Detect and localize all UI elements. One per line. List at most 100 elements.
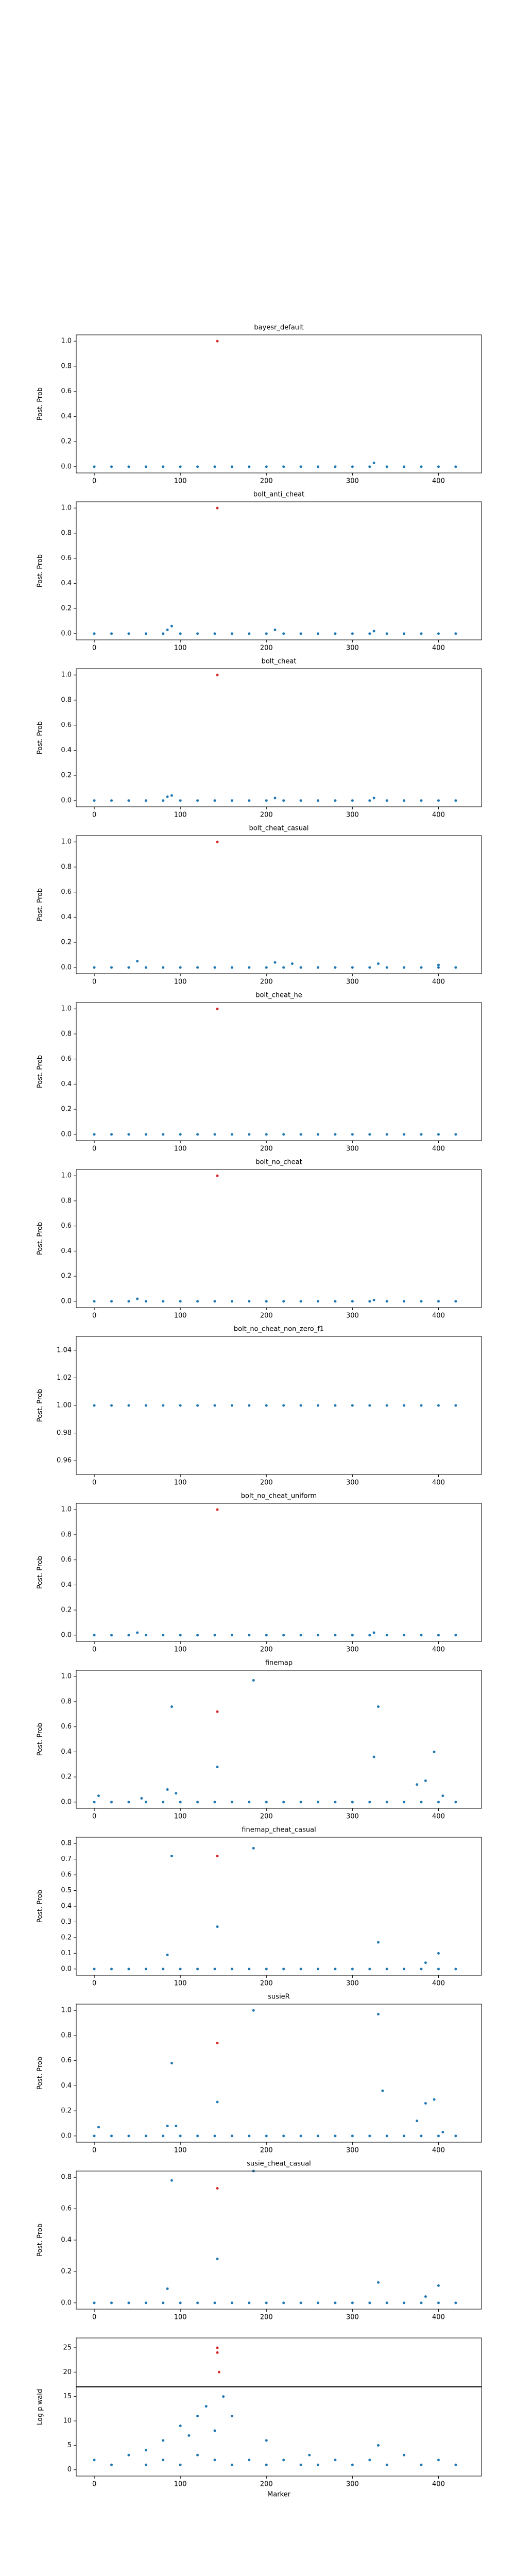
data-point xyxy=(216,506,219,510)
axes-frame xyxy=(76,668,482,807)
data-point xyxy=(213,1300,216,1303)
chart-title: bolt_no_cheat_uniform xyxy=(241,1493,317,1500)
data-point xyxy=(299,1634,302,1637)
y-tick-label: 0.8 xyxy=(61,863,72,871)
y-tick-label: 0.5 xyxy=(61,1887,72,1894)
x-tick-label: 300 xyxy=(346,2481,359,2488)
x-tick-label: 300 xyxy=(346,2147,359,2155)
data-point xyxy=(282,2459,285,2462)
data-point xyxy=(213,632,216,635)
y-tick-label: 1.0 xyxy=(61,1673,72,1681)
data-point xyxy=(403,1801,406,1804)
data-point xyxy=(424,1961,427,1964)
y-tick-label: 0.2 xyxy=(61,1773,72,1781)
data-point xyxy=(385,1634,388,1637)
y-tick-label: 1.02 xyxy=(57,1374,72,1382)
data-point xyxy=(282,1968,285,1971)
data-point xyxy=(403,1968,406,1971)
data-point xyxy=(368,632,371,635)
data-point xyxy=(317,1300,320,1303)
data-point xyxy=(230,966,233,969)
x-tick-label: 0 xyxy=(92,2147,96,2155)
x-tick-label: 100 xyxy=(174,1312,187,1320)
data-point xyxy=(248,1300,251,1303)
x-tick-label: 300 xyxy=(346,645,359,652)
data-point xyxy=(334,966,337,969)
data-point xyxy=(213,465,216,468)
data-point xyxy=(230,465,233,468)
y-tick-label: 0.8 xyxy=(61,1698,72,1705)
data-point xyxy=(179,2301,182,2304)
data-point xyxy=(179,1968,182,1971)
x-tick-label: 200 xyxy=(260,478,273,485)
data-point xyxy=(162,2134,165,2138)
data-point xyxy=(196,1133,199,1136)
data-point xyxy=(265,799,268,802)
data-point xyxy=(166,1788,169,1791)
data-point xyxy=(144,632,147,635)
x-tick-label: 200 xyxy=(260,1980,273,1988)
data-point xyxy=(437,1801,440,1804)
data-point xyxy=(385,2301,388,2304)
data-point xyxy=(420,1634,423,1637)
data-point xyxy=(299,2134,302,2138)
data-point xyxy=(196,1404,199,1407)
x-tick-label: 400 xyxy=(432,1145,445,1153)
chart-title: finemap xyxy=(265,1659,293,1667)
data-point xyxy=(110,465,113,468)
data-point xyxy=(317,1968,320,1971)
x-tick-label: 0 xyxy=(92,1312,96,1320)
data-point xyxy=(299,799,302,802)
x-tick-label: 200 xyxy=(260,1646,273,1654)
data-point xyxy=(216,1855,219,1858)
y-tick-label: 10 xyxy=(63,2417,72,2425)
data-point xyxy=(230,1634,233,1637)
data-point xyxy=(385,465,388,468)
data-point xyxy=(282,1801,285,1804)
data-point xyxy=(334,632,337,635)
y-tick-label: 0.4 xyxy=(61,1903,72,1910)
y-tick-label: 0.2 xyxy=(61,605,72,613)
data-point xyxy=(110,632,113,635)
x-tick-label: 0 xyxy=(92,1646,96,1654)
data-point xyxy=(403,2134,406,2138)
data-point xyxy=(454,1133,457,1136)
data-point xyxy=(213,966,216,969)
y-tick-label: 20 xyxy=(63,2368,72,2376)
data-point xyxy=(216,1508,219,1511)
y-tick-label: 5 xyxy=(67,2442,72,2449)
data-point xyxy=(368,2459,371,2462)
data-point xyxy=(403,1133,406,1136)
y-axis-label: Log p wald xyxy=(37,2389,44,2425)
data-point xyxy=(420,465,423,468)
data-point xyxy=(162,632,165,635)
y-tick-label: 0.0 xyxy=(61,2299,72,2307)
data-point xyxy=(420,1133,423,1136)
data-point xyxy=(437,2459,440,2462)
data-point xyxy=(334,1300,337,1303)
data-point xyxy=(127,799,130,802)
data-point xyxy=(110,799,113,802)
data-point xyxy=(196,966,199,969)
data-point xyxy=(372,630,375,633)
data-point xyxy=(265,465,268,468)
x-tick-label: 200 xyxy=(260,1813,273,1821)
data-point xyxy=(454,2134,457,2138)
x-tick-label: 300 xyxy=(346,478,359,485)
data-point xyxy=(166,2124,169,2127)
chart-title: finemap_cheat_casual xyxy=(242,1826,316,1834)
data-point xyxy=(144,1634,147,1637)
data-point xyxy=(166,2287,169,2290)
x-tick-label: 100 xyxy=(174,978,187,986)
y-tick-label: 0.96 xyxy=(57,1457,72,1465)
data-point xyxy=(437,1634,440,1637)
x-tick-label: 400 xyxy=(432,645,445,652)
data-point xyxy=(196,1300,199,1303)
data-point xyxy=(437,1300,440,1303)
data-point xyxy=(144,2463,147,2466)
x-tick-label: 100 xyxy=(174,811,187,819)
data-point xyxy=(454,1801,457,1804)
data-point xyxy=(179,1634,182,1637)
y-axis-label: Post. Prob xyxy=(37,1890,44,1923)
data-point xyxy=(317,1404,320,1407)
